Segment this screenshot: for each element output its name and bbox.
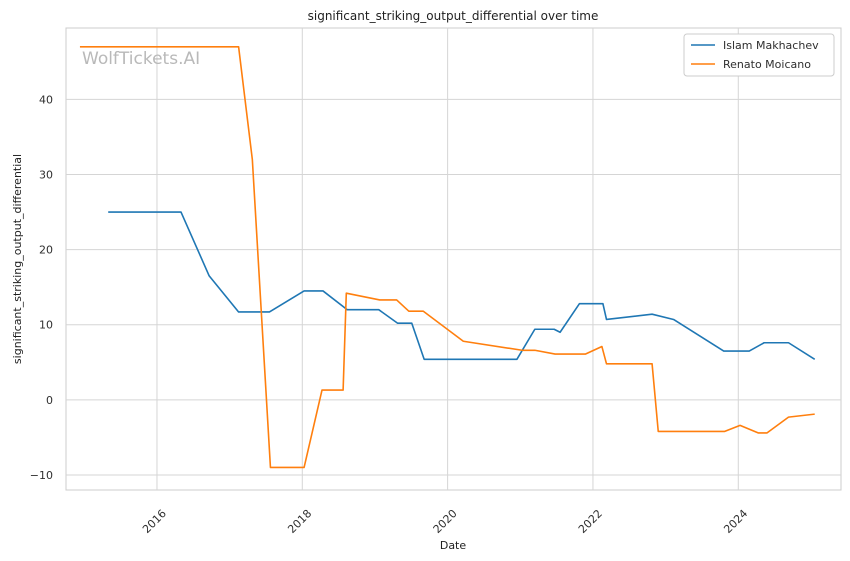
y-tick-label-4: 30 xyxy=(39,168,53,181)
y-tick-label-5: 40 xyxy=(39,93,53,106)
y-tick-label-1: 0 xyxy=(46,394,53,407)
chart-title: significant_striking_output_differential… xyxy=(308,9,599,23)
legend-box xyxy=(683,33,835,77)
x-axis-title: Date xyxy=(440,539,467,552)
series-line-islam-makhachev xyxy=(108,211,816,361)
y-tick-label-3: 20 xyxy=(39,244,53,257)
y-tick-label-0: −10 xyxy=(30,469,53,482)
y-axis-title: significant_striking_output_differential xyxy=(11,154,24,364)
watermark: WolfTickets.AI xyxy=(82,49,200,69)
legend-label-renato-moicano: Renato Moicano xyxy=(723,58,811,71)
y-tick-label-2: 10 xyxy=(39,319,53,332)
y-axis-ticks: −10 0 10 20 30 40 xyxy=(30,93,53,482)
plot-area: WolfTickets.AI xyxy=(65,27,842,491)
legend: Islam Makhachev Renato Moicano xyxy=(683,33,835,77)
plot-frame xyxy=(65,27,842,491)
series-line-renato-moicano xyxy=(79,45,815,469)
series-layer xyxy=(79,45,816,469)
legend-label-islam-makhachev: Islam Makhachev xyxy=(723,39,819,52)
grid-layer xyxy=(66,28,841,490)
